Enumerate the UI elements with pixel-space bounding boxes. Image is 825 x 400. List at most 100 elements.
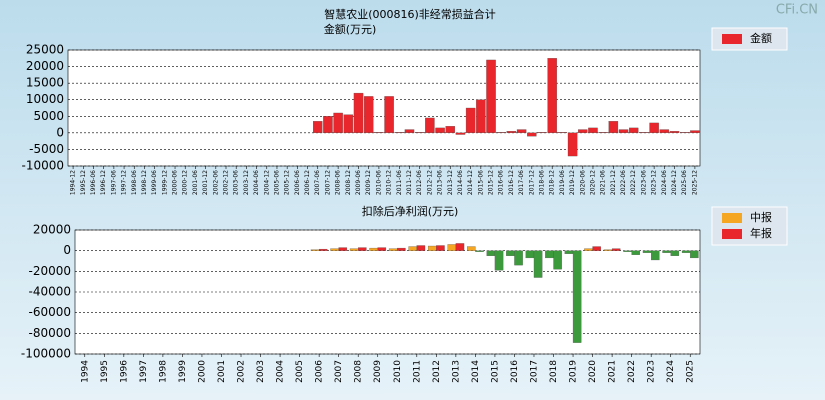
x-tick-label: 2017-12 <box>528 170 535 195</box>
x-tick-label: 2009-06 <box>355 170 362 195</box>
x-tick-label: 2002-12 <box>223 170 230 195</box>
bar <box>333 112 343 134</box>
x-tick-label: 2010 <box>393 360 403 383</box>
y-tick-label: 15000 <box>26 76 64 90</box>
x-tick-label: 2014 <box>471 360 481 383</box>
x-tick-label: 2011-06 <box>396 170 403 195</box>
bar <box>525 250 535 259</box>
x-tick-label: 2011 <box>412 360 422 383</box>
bar <box>659 129 670 134</box>
bar <box>388 248 398 251</box>
x-tick-label: 2004-06 <box>253 170 260 195</box>
x-tick-label: 2007-06 <box>314 170 321 195</box>
x-tick-label: 1997-06 <box>110 170 117 195</box>
bar <box>338 247 348 251</box>
x-tick-label: 2019-06 <box>559 170 566 195</box>
x-tick-label: 2008 <box>354 360 364 383</box>
bar <box>631 250 640 255</box>
x-tick-label: 1999-12 <box>161 170 168 195</box>
chart-subtitle: 金额(万元) <box>324 22 377 36</box>
x-tick-label: 2021 <box>608 360 618 383</box>
x-tick-label: 2008-06 <box>335 170 342 195</box>
bar <box>455 132 466 135</box>
bar <box>318 248 328 251</box>
x-tick-label: 2017-06 <box>518 170 525 195</box>
x-tick-label: 1998-12 <box>141 170 148 195</box>
bar <box>649 122 659 134</box>
x-tick-label: 2024-06 <box>661 170 668 195</box>
y-tick-label: 10000 <box>26 92 64 106</box>
bar <box>349 248 359 251</box>
x-tick-label: 2003-06 <box>233 170 240 195</box>
legend-swatch <box>722 213 742 223</box>
bar <box>330 248 339 251</box>
x-tick-label: 2020 <box>588 360 598 383</box>
x-tick-label: 2023-06 <box>640 170 647 195</box>
bar <box>598 132 608 134</box>
x-tick-label: 2012 <box>432 360 442 383</box>
bar <box>623 250 632 252</box>
bar <box>603 249 613 251</box>
bar <box>584 248 593 251</box>
x-tick-label: 2022-12 <box>630 170 637 195</box>
x-tick-label: 2005-12 <box>284 170 291 195</box>
y-tick-label: -80000 <box>28 326 71 340</box>
y-tick-label: 5000 <box>33 109 64 123</box>
bar <box>516 129 527 134</box>
bar <box>475 250 484 252</box>
legend-box <box>711 27 788 51</box>
x-tick-label: 2004-12 <box>263 170 270 195</box>
y-tick-label: 0 <box>56 125 64 139</box>
bar <box>455 243 465 251</box>
bar <box>506 250 515 256</box>
x-tick-label: 1994 <box>80 360 90 383</box>
bar <box>404 129 415 134</box>
x-tick-label: 2015 <box>490 360 500 383</box>
x-tick-label: 1996 <box>119 360 129 383</box>
bar <box>394 132 405 134</box>
x-tick-label: 2009-12 <box>365 170 372 195</box>
bar <box>608 121 619 134</box>
bar <box>557 132 568 134</box>
bar <box>363 96 374 134</box>
bar <box>578 129 588 134</box>
x-tick-label: 2000 <box>197 360 207 383</box>
bar <box>445 126 455 134</box>
bar <box>436 245 445 251</box>
x-tick-label: 2010-06 <box>375 170 382 195</box>
x-tick-label: 2015-12 <box>488 170 495 195</box>
bar <box>681 250 691 253</box>
x-tick-label: 2004 <box>276 360 286 383</box>
y-tick-label: -40000 <box>28 285 71 299</box>
bar <box>651 250 660 261</box>
bar <box>476 99 486 134</box>
x-tick-label: 2014-12 <box>467 170 474 195</box>
x-tick-label: 2023-12 <box>651 170 658 195</box>
bar <box>662 250 671 253</box>
x-tick-label: 2018 <box>549 360 559 383</box>
bar <box>313 121 323 134</box>
bar <box>414 132 425 134</box>
bar <box>416 245 426 251</box>
x-tick-label: 1996-12 <box>100 170 107 195</box>
x-tick-label: 2021-06 <box>600 170 607 195</box>
bar <box>611 248 621 251</box>
x-tick-label: 2012-06 <box>416 170 423 195</box>
bar <box>486 59 496 134</box>
bar <box>690 250 699 259</box>
bar <box>494 250 504 271</box>
x-tick-label: 2013 <box>451 360 461 383</box>
x-tick-label: 2025-12 <box>691 170 698 195</box>
x-tick-label: 2019-12 <box>569 170 576 195</box>
y-tick-label: 20000 <box>33 223 71 237</box>
chart-title: 智慧农业(000816)非经常损益合计 <box>324 7 496 21</box>
x-tick-label: 2002 <box>237 360 247 383</box>
x-tick-label: 2023 <box>647 360 657 383</box>
bar <box>629 127 639 134</box>
x-tick-label: 1995 <box>100 360 110 383</box>
x-tick-label: 2010-12 <box>386 170 393 195</box>
x-tick-label: 2016 <box>510 360 520 383</box>
bar <box>588 127 598 134</box>
